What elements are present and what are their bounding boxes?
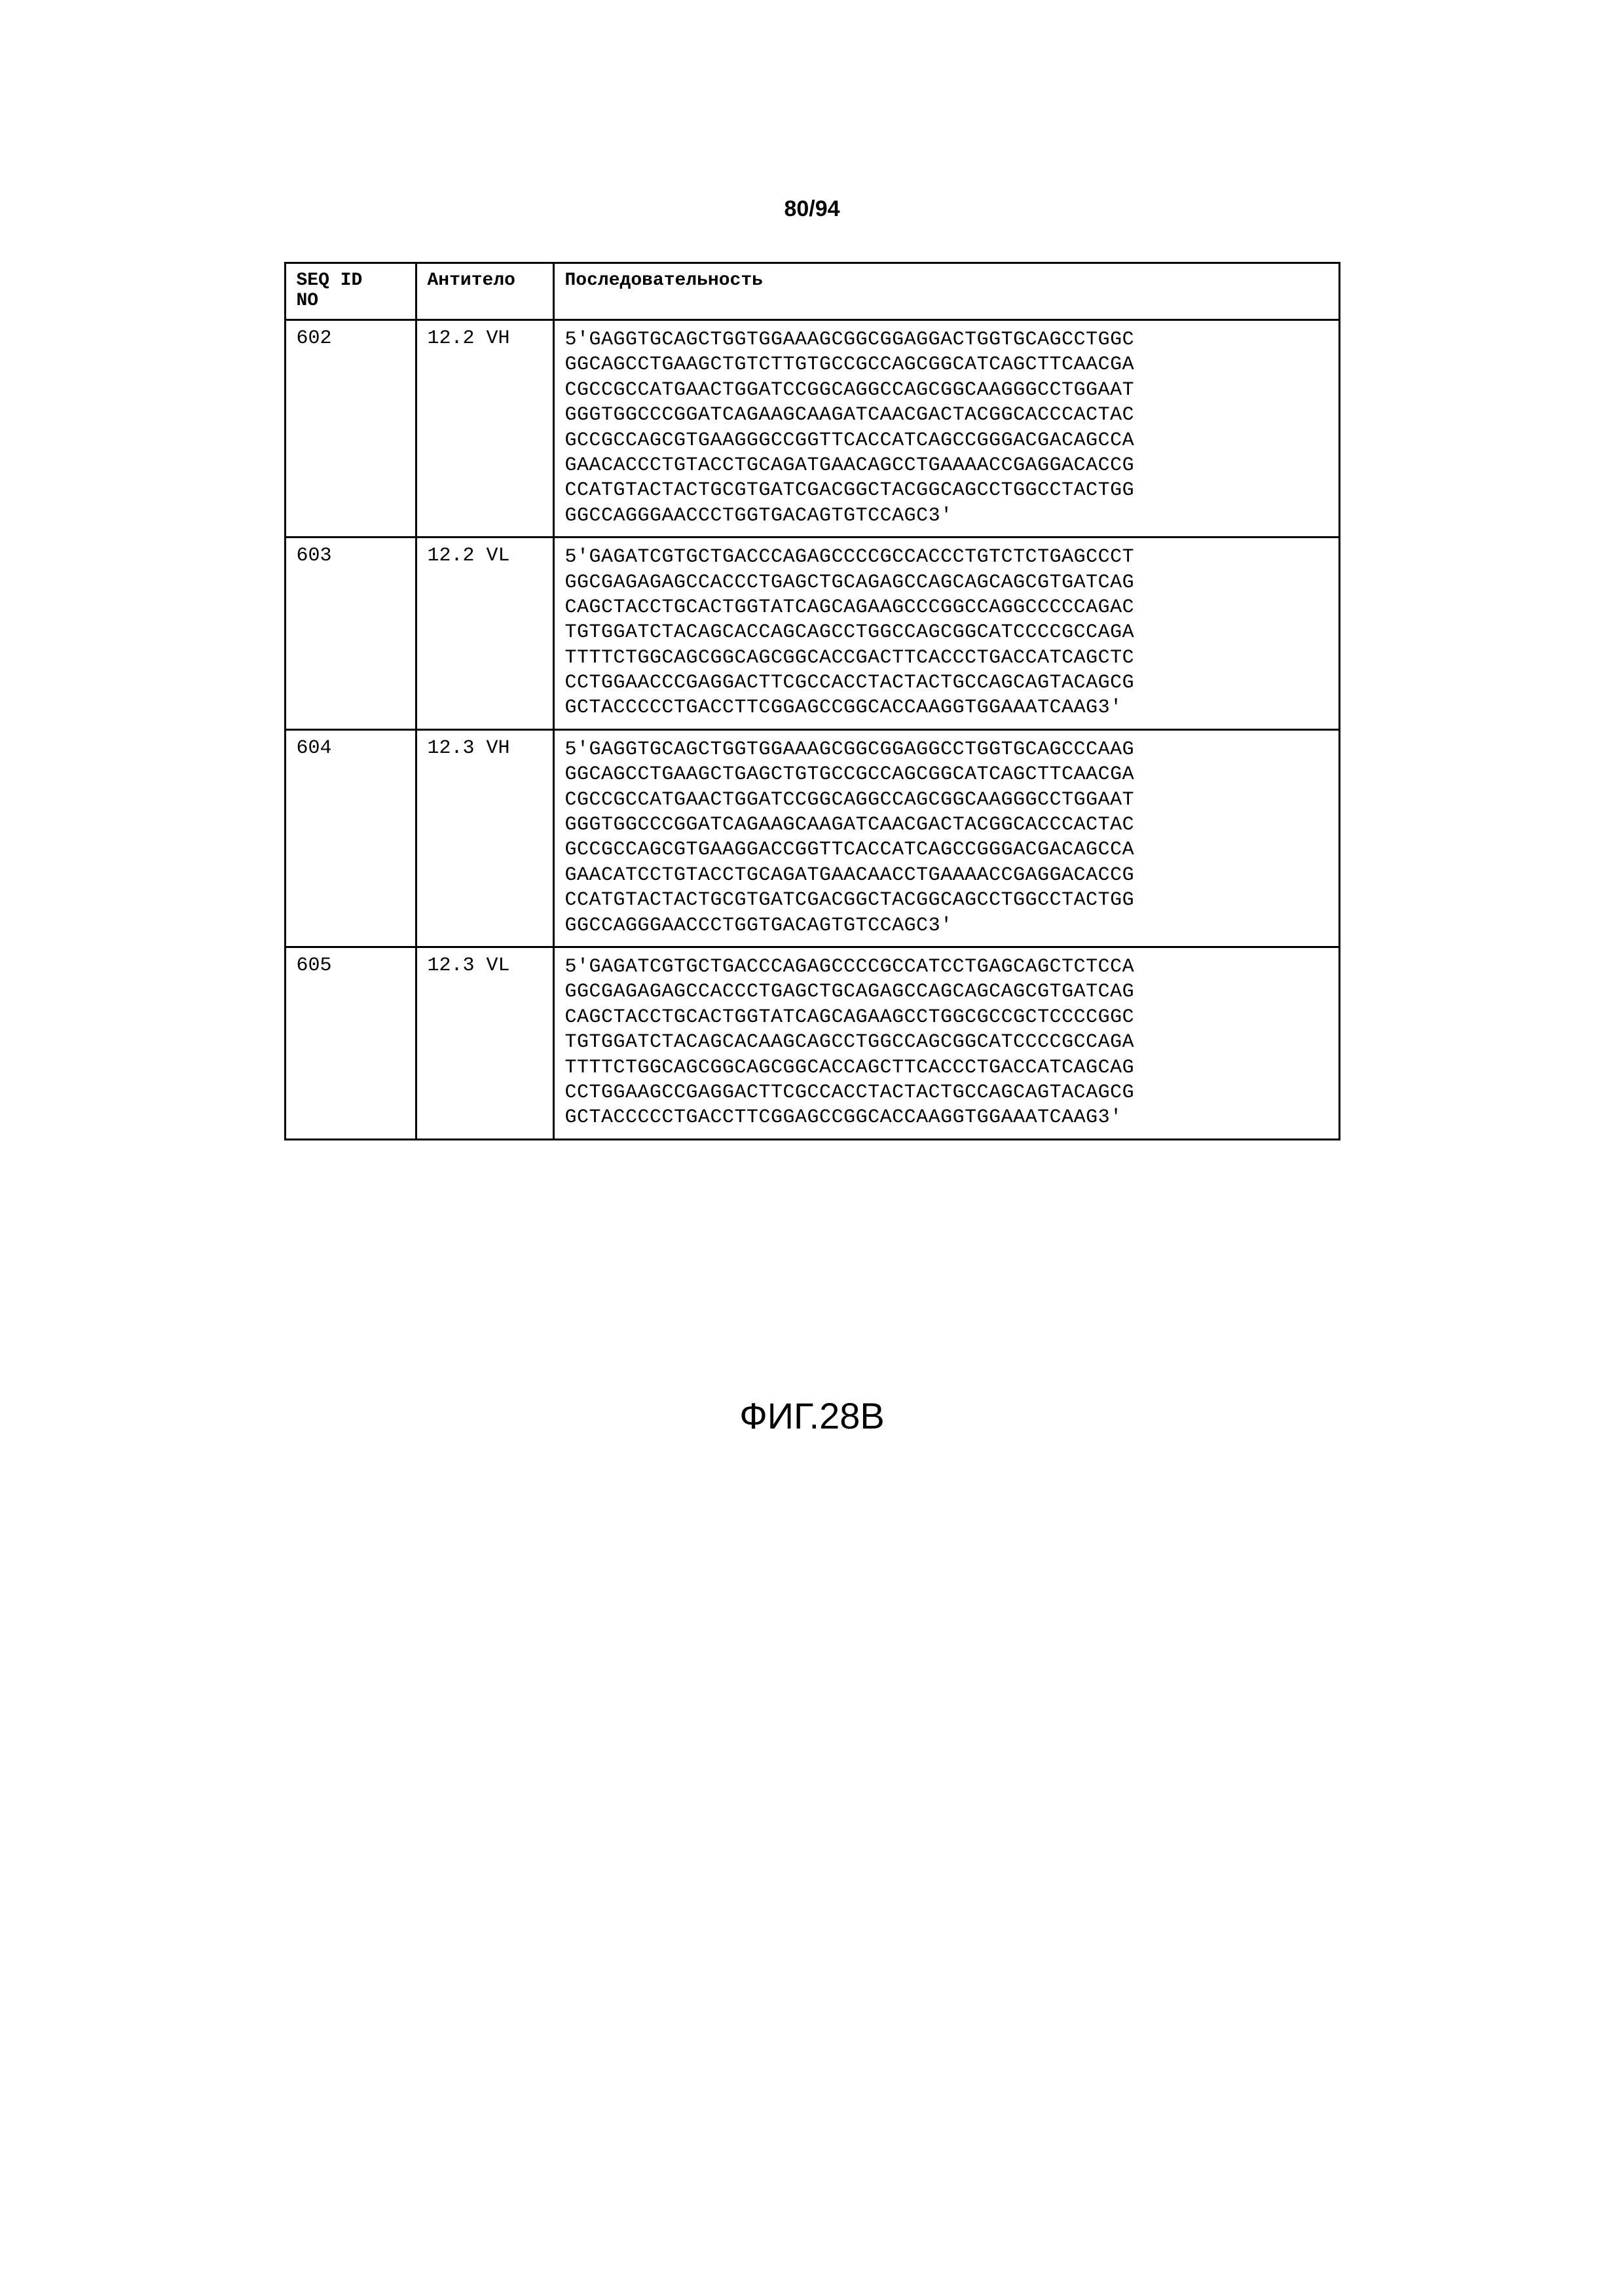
cell-seq-id: 604 (285, 729, 416, 947)
table-header-row: SEQ ID NO Антитело Последовательность (285, 263, 1339, 320)
col-antibody: Антитело (416, 263, 553, 320)
cell-seq-id: 602 (285, 320, 416, 538)
cell-antibody: 12.3 VL (416, 947, 553, 1139)
table-row: 60312.2 VL5'GAGATCGTGCTGACCCAGAGCCCCGCCA… (285, 538, 1339, 730)
page: 80/94 SEQ ID NO Антитело Последовательно… (0, 0, 1624, 2296)
col-sequence-label: Последовательность (565, 270, 763, 291)
table-header: SEQ ID NO Антитело Последовательность (285, 263, 1339, 320)
table-row: 60212.2 VH5'GAGGTGCAGCTGGTGGAAAGCGGCGGAG… (285, 320, 1339, 538)
col-seq-id-label: SEQ ID NO (297, 270, 363, 311)
cell-antibody: 12.2 VL (416, 538, 553, 730)
cell-antibody: 12.2 VH (416, 320, 553, 538)
col-antibody-label: Антитело (428, 270, 515, 291)
table-row: 60412.3 VH5'GAGGTGCAGCTGGTGGAAAGCGGCGGAG… (285, 729, 1339, 947)
figure-label: ФИГ.28B (0, 1394, 1624, 1437)
page-number: 80/94 (0, 196, 1624, 222)
table-body: 60212.2 VH5'GAGGTGCAGCTGGTGGAAAGCGGCGGAG… (285, 320, 1339, 1140)
cell-seq-id: 603 (285, 538, 416, 730)
col-seq-id: SEQ ID NO (285, 263, 416, 320)
col-sequence: Последовательность (553, 263, 1339, 320)
cell-sequence: 5'GAGATCGTGCTGACCCAGAGCCCCGCCATCCTGAGCAG… (553, 947, 1339, 1139)
cell-sequence: 5'GAGGTGCAGCTGGTGGAAAGCGGCGGAGGACTGGTGCA… (553, 320, 1339, 538)
sequence-table: SEQ ID NO Антитело Последовательность 60… (284, 262, 1340, 1140)
table-container: SEQ ID NO Антитело Последовательность 60… (196, 262, 1428, 1140)
cell-antibody: 12.3 VH (416, 729, 553, 947)
cell-sequence: 5'GAGGTGCAGCTGGTGGAAAGCGGCGGAGGCCTGGTGCA… (553, 729, 1339, 947)
cell-seq-id: 605 (285, 947, 416, 1139)
table-row: 60512.3 VL5'GAGATCGTGCTGACCCAGAGCCCCGCCA… (285, 947, 1339, 1139)
cell-sequence: 5'GAGATCGTGCTGACCCAGAGCCCCGCCACCCTGTCTCT… (553, 538, 1339, 730)
